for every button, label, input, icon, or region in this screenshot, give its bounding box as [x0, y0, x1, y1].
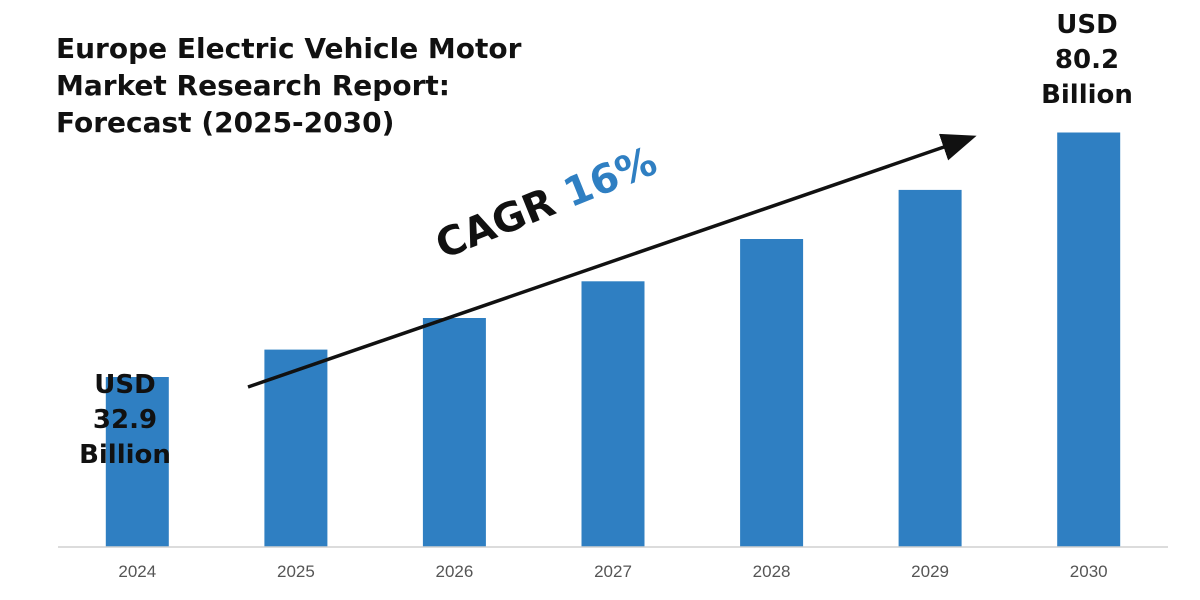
bar-2029	[898, 189, 962, 547]
end-value-label: USD 80.2 Billion	[1032, 8, 1142, 113]
cagr-trend-arrow	[247, 133, 977, 389]
x-tick-label: 2027	[594, 562, 632, 581]
bar-2027	[581, 281, 645, 547]
bar-2024	[105, 377, 169, 547]
x-tick-label: 2024	[118, 562, 156, 581]
x-tick-labels: 2024 2025 2026 2027 2028 2029 2030	[118, 562, 1107, 581]
start-value-label-line: 32.9	[92, 405, 158, 435]
x-tick-label: 2029	[911, 562, 949, 581]
start-value-label-line: USD	[94, 370, 156, 400]
x-tick-label: 2025	[277, 562, 315, 581]
bar-2028	[740, 239, 804, 547]
chart-title: Europe Electric Vehicle Motor Market Res…	[56, 30, 576, 141]
x-tick-label: 2028	[753, 562, 791, 581]
chart-title-line: Market Research Report:	[56, 69, 450, 102]
end-value-label-line: Billion	[1041, 80, 1133, 110]
bar-2025	[264, 349, 328, 547]
start-value-label: USD 32.9 Billion	[70, 368, 180, 473]
x-tick-label: 2026	[435, 562, 473, 581]
bar-2026	[422, 318, 486, 547]
x-tick-label: 2030	[1070, 562, 1108, 581]
bars-layer	[105, 132, 1121, 547]
end-value-label-line: USD	[1056, 10, 1118, 40]
bar-2030	[1057, 132, 1121, 547]
end-value-label-line: 80.2	[1054, 45, 1120, 75]
start-value-label-line: Billion	[79, 440, 171, 470]
chart-title-line: Forecast (2025-2030)	[56, 106, 395, 139]
chart-title-line: Europe Electric Vehicle Motor	[56, 32, 522, 65]
